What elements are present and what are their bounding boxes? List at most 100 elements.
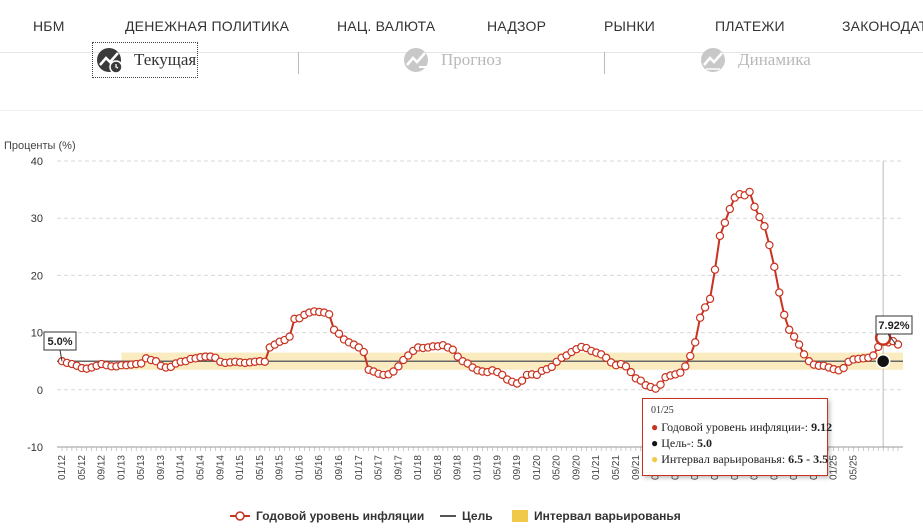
annotation-first: 5.0% xyxy=(47,336,72,348)
forecast-icon xyxy=(404,48,428,72)
x-tick-label: 05/18 xyxy=(433,455,444,480)
tooltip-row-interval: ● Интервал варьированья: 6.5 - 3.5 xyxy=(651,451,828,467)
x-tick-label: 05/16 xyxy=(314,455,325,480)
data-point xyxy=(775,288,784,297)
x-tick-label: 01/17 xyxy=(354,455,365,480)
inflation-series xyxy=(57,187,903,393)
x-tick-label: 05/20 xyxy=(552,455,563,480)
x-tick-label: 01/14 xyxy=(176,455,187,480)
nav-item-supervision[interactable]: НАДЗОР xyxy=(487,18,547,34)
x-tick-label: 09/18 xyxy=(453,455,464,480)
tab-dynamics[interactable]: Динамика xyxy=(698,44,811,76)
data-point xyxy=(700,303,710,312)
x-tick-label: 09/15 xyxy=(275,455,286,480)
legend-item-inflation[interactable]: Годовой уровень инфляции xyxy=(230,506,424,526)
data-point xyxy=(285,332,294,341)
x-tick-label: 01/21 xyxy=(591,455,602,480)
line-marker-icon xyxy=(230,511,250,521)
annotation-last: 7.92% xyxy=(878,320,909,332)
x-tick-label: 01/13 xyxy=(116,455,127,480)
legend-label: Интервал варьированья xyxy=(534,509,681,523)
x-tick-label: 05/21 xyxy=(611,455,622,480)
dynamics-icon xyxy=(701,48,725,72)
tooltip-value: 6.5 - 3.5 xyxy=(788,452,829,466)
y-tick-label: -10 xyxy=(27,442,43,454)
tooltip-label: Цель-: xyxy=(661,436,698,450)
data-point xyxy=(869,351,878,360)
x-tick-label: 05/12 xyxy=(77,455,88,480)
data-point xyxy=(621,362,631,371)
data-point xyxy=(720,218,730,227)
y-tick-label: 10 xyxy=(31,328,43,340)
tooltip-row-inflation: ● Годовой уровень инфляции-: 9.12 xyxy=(651,419,832,435)
y-tick-label: 20 xyxy=(31,270,43,282)
data-point xyxy=(745,187,754,197)
legend-item-target[interactable]: Цель xyxy=(440,506,493,526)
x-tick-label: 05/14 xyxy=(196,455,207,480)
tooltip-value: 5.0 xyxy=(697,436,713,450)
annotations: 5.0% 7.92% xyxy=(43,315,913,362)
data-point xyxy=(681,362,690,371)
legend-item-interval[interactable]: Интервал варьированья xyxy=(512,506,681,526)
data-point xyxy=(136,359,146,368)
top-navigation: НБМ ДЕНЕЖНАЯ ПОЛИТИКА НАЦ. ВАЛЮТА НАДЗОР… xyxy=(0,0,923,53)
data-point xyxy=(725,204,735,214)
data-point xyxy=(710,265,720,274)
data-point xyxy=(760,222,769,231)
legend-label: Цель xyxy=(462,509,493,523)
x-tick-label: 01/16 xyxy=(294,455,305,480)
data-point xyxy=(705,294,715,304)
data-point xyxy=(394,362,403,371)
data-point xyxy=(690,338,700,347)
data-point xyxy=(676,368,685,377)
data-point xyxy=(517,376,527,385)
view-tabs: Текущая Прогноз Динамика xyxy=(0,42,923,112)
data-point xyxy=(448,345,457,354)
tab-current[interactable]: Текущая xyxy=(91,42,199,78)
nav-item-payments[interactable]: ПЛАТЕЖИ xyxy=(715,18,785,34)
tooltip-date: 01/25 xyxy=(651,405,674,416)
x-tick-label: 09/12 xyxy=(97,455,108,480)
tab-dynamics-label: Динамика xyxy=(738,50,811,69)
data-point xyxy=(839,363,848,373)
nav-item-legislation[interactable]: ЗАКОНОДАТ xyxy=(842,18,923,34)
data-point xyxy=(260,357,270,366)
data-point xyxy=(626,367,636,377)
data-point xyxy=(324,310,334,319)
x-tick-label: 09/13 xyxy=(156,455,167,480)
data-point xyxy=(799,350,809,359)
x-tick-label: 09/16 xyxy=(334,455,345,480)
tooltip-label: Интервал варьированья: xyxy=(661,452,789,466)
data-point xyxy=(656,380,665,389)
data-point xyxy=(547,362,556,372)
data-point xyxy=(765,240,774,250)
x-tick-label: 05/17 xyxy=(374,455,385,480)
data-point xyxy=(893,340,903,349)
square-icon xyxy=(512,510,528,522)
x-tick-label: 01/15 xyxy=(235,455,246,480)
annotation-last-pointer xyxy=(887,333,897,345)
tab-forecast-label: Прогноз xyxy=(441,50,502,69)
x-tick-label: 01/12 xyxy=(57,455,68,480)
x-tick-label: 01/18 xyxy=(413,455,424,480)
x-tick-label: 05/19 xyxy=(492,455,503,480)
y-tick-label: 40 xyxy=(31,156,43,168)
data-point xyxy=(715,231,725,241)
tab-forecast[interactable]: Прогноз xyxy=(401,44,502,76)
x-tick-label: 05/13 xyxy=(136,455,147,480)
yellow-dot-icon: ● xyxy=(651,452,659,466)
data-point xyxy=(789,332,799,341)
nav-item-monetary-policy[interactable]: ДЕНЕЖНАЯ ПОЛИТИКА xyxy=(125,18,290,34)
y-tick-label: 30 xyxy=(31,213,43,225)
data-point xyxy=(359,347,368,357)
nav-item-nbm[interactable]: НБМ xyxy=(33,18,65,34)
nav-item-markets[interactable]: РЫНКИ xyxy=(604,18,656,34)
tooltip: 01/25 ● Годовой уровень инфляции-: 9.12 … xyxy=(642,398,832,476)
data-point xyxy=(750,202,759,211)
chart-legend: Годовой уровень инфляции Цель Интервал в… xyxy=(0,506,923,526)
x-tick-label: 09/19 xyxy=(512,455,523,480)
data-point xyxy=(686,351,695,361)
nav-item-national-currency[interactable]: НАЦ. ВАЛЮТА xyxy=(337,18,436,34)
target-highlight-point xyxy=(875,353,891,369)
